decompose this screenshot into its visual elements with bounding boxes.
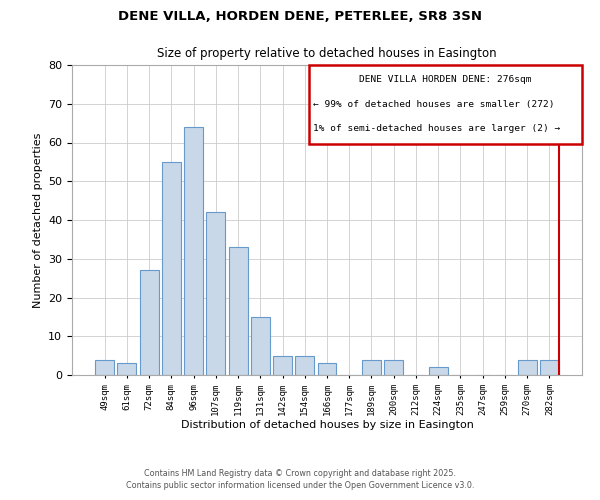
- Bar: [229, 247, 248, 375]
- Y-axis label: Number of detached properties: Number of detached properties: [32, 132, 43, 308]
- Bar: [362, 360, 381, 375]
- Title: Size of property relative to detached houses in Easington: Size of property relative to detached ho…: [157, 46, 497, 60]
- Bar: [429, 367, 448, 375]
- Bar: [251, 317, 270, 375]
- Text: ← 99% of detached houses are smaller (272): ← 99% of detached houses are smaller (27…: [313, 100, 555, 109]
- Bar: [384, 360, 403, 375]
- Bar: [118, 364, 136, 375]
- Bar: [184, 127, 203, 375]
- Bar: [317, 364, 337, 375]
- Bar: [540, 360, 559, 375]
- Bar: [295, 356, 314, 375]
- Text: DENE VILLA HORDEN DENE: 276sqm: DENE VILLA HORDEN DENE: 276sqm: [359, 74, 532, 84]
- Text: DENE VILLA, HORDEN DENE, PETERLEE, SR8 3SN: DENE VILLA, HORDEN DENE, PETERLEE, SR8 3…: [118, 10, 482, 23]
- X-axis label: Distribution of detached houses by size in Easington: Distribution of detached houses by size …: [181, 420, 473, 430]
- Text: Contains HM Land Registry data © Crown copyright and database right 2025.
Contai: Contains HM Land Registry data © Crown c…: [126, 468, 474, 490]
- Bar: [140, 270, 158, 375]
- Bar: [273, 356, 292, 375]
- Bar: [206, 212, 225, 375]
- FancyBboxPatch shape: [309, 65, 582, 144]
- Text: 1% of semi-detached houses are larger (2) →: 1% of semi-detached houses are larger (2…: [313, 124, 560, 132]
- Bar: [162, 162, 181, 375]
- Bar: [95, 360, 114, 375]
- Bar: [518, 360, 536, 375]
